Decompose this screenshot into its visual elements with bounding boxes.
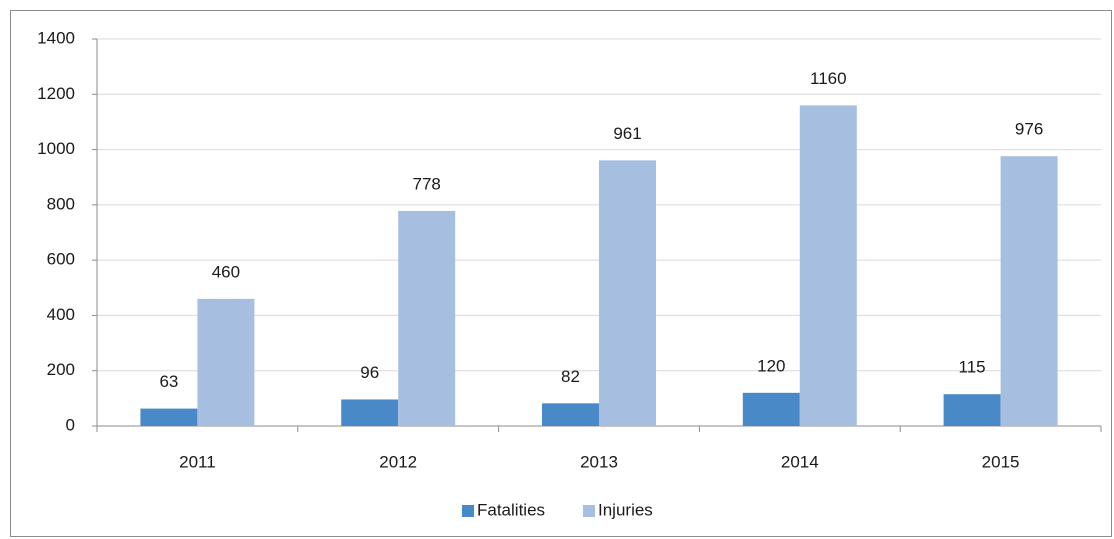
data-label: 778 — [413, 174, 441, 193]
y-tick-label: 200 — [47, 360, 75, 379]
bar — [197, 298, 255, 426]
data-label: 1160 — [810, 69, 847, 88]
y-tick-label: 400 — [47, 305, 75, 324]
bar — [341, 399, 399, 426]
x-tick-label: 2014 — [781, 452, 819, 471]
data-label: 460 — [212, 262, 240, 281]
data-label: 63 — [159, 372, 178, 391]
legend-label: Injuries — [598, 500, 653, 519]
y-tick-label: 0 — [66, 415, 75, 434]
legend-label: Fatalities — [477, 500, 545, 519]
bar — [398, 210, 456, 426]
bar — [742, 392, 800, 426]
x-tick-label: 2013 — [580, 452, 618, 471]
y-tick-label: 600 — [47, 250, 75, 269]
y-tick-label: 1200 — [37, 84, 75, 103]
data-label: 961 — [613, 124, 641, 143]
x-tick-label: 2011 — [179, 452, 216, 471]
legend-swatch — [583, 505, 595, 517]
legend-swatch — [462, 505, 474, 517]
y-tick-label: 800 — [47, 194, 75, 213]
data-label: 976 — [1015, 120, 1043, 139]
bar — [599, 160, 656, 426]
bar — [542, 403, 599, 426]
x-tick-label: 2015 — [982, 452, 1020, 471]
y-tick-label: 1400 — [37, 28, 75, 47]
data-label: 115 — [959, 358, 986, 377]
bar — [943, 394, 1001, 426]
bar — [799, 105, 857, 426]
bar — [1000, 156, 1058, 426]
x-tick-label: 2012 — [379, 452, 417, 471]
chart-frame — [10, 10, 1112, 537]
data-label: 96 — [360, 363, 379, 382]
bar — [140, 408, 198, 426]
data-label: 82 — [561, 367, 580, 386]
y-tick-label: 1000 — [37, 139, 75, 158]
data-label: 120 — [757, 356, 785, 375]
